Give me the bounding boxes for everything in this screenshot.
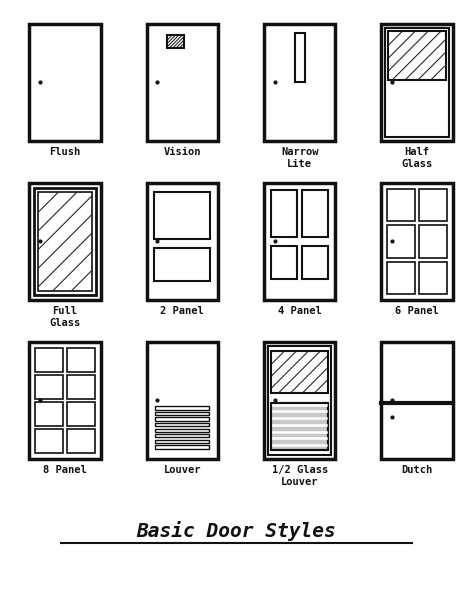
Bar — [155, 248, 210, 281]
Bar — [147, 182, 218, 300]
Bar — [67, 375, 95, 399]
Bar — [156, 412, 209, 415]
Bar — [381, 342, 453, 459]
Bar — [302, 246, 328, 279]
Bar — [35, 429, 63, 453]
Bar — [271, 246, 297, 279]
Text: Narrow
Lite: Narrow Lite — [281, 147, 318, 169]
Bar — [385, 28, 449, 137]
Bar — [302, 190, 328, 237]
Text: 6 Panel: 6 Panel — [395, 306, 439, 316]
Bar — [271, 403, 328, 450]
Bar — [419, 262, 447, 294]
Bar — [264, 24, 335, 141]
Bar — [387, 262, 415, 294]
Bar — [388, 31, 446, 80]
Bar — [156, 445, 209, 449]
Bar — [419, 188, 447, 221]
Text: 2 Panel: 2 Panel — [160, 306, 204, 316]
Bar — [34, 188, 96, 295]
Bar — [295, 33, 305, 82]
Bar — [35, 375, 63, 399]
Bar — [29, 342, 101, 459]
Text: Vision: Vision — [164, 147, 201, 157]
Bar — [264, 342, 335, 459]
Bar — [67, 429, 95, 453]
Text: Louver: Louver — [164, 465, 201, 475]
Text: Full
Glass: Full Glass — [49, 306, 80, 327]
Bar — [419, 225, 447, 257]
Bar — [147, 24, 218, 141]
Bar — [29, 182, 101, 300]
Bar — [156, 423, 209, 426]
Bar — [166, 36, 184, 48]
Bar — [35, 402, 63, 426]
Bar — [264, 182, 335, 300]
Bar — [381, 24, 453, 141]
Text: Flush: Flush — [49, 147, 80, 157]
Bar — [38, 191, 92, 291]
Bar — [271, 403, 328, 450]
Bar — [156, 406, 209, 410]
Text: Dutch: Dutch — [401, 465, 433, 475]
Bar — [67, 402, 95, 426]
Text: Basic Door Styles: Basic Door Styles — [137, 521, 336, 541]
Bar — [268, 345, 332, 455]
Bar — [35, 348, 63, 372]
Text: 1/2 Glass
Louver: 1/2 Glass Louver — [272, 465, 328, 487]
Bar — [29, 24, 101, 141]
Text: Half
Glass: Half Glass — [401, 147, 433, 169]
Bar — [387, 188, 415, 221]
Text: 4 Panel: 4 Panel — [278, 306, 322, 316]
Bar — [156, 429, 209, 432]
Bar — [156, 440, 209, 443]
Bar — [271, 190, 297, 237]
Bar — [67, 348, 95, 372]
Bar — [147, 342, 218, 459]
Bar — [271, 351, 328, 393]
Bar — [156, 434, 209, 437]
Bar — [155, 192, 210, 239]
Bar — [156, 417, 209, 421]
Bar — [381, 182, 453, 300]
Text: 8 Panel: 8 Panel — [43, 465, 87, 475]
Bar — [387, 225, 415, 257]
